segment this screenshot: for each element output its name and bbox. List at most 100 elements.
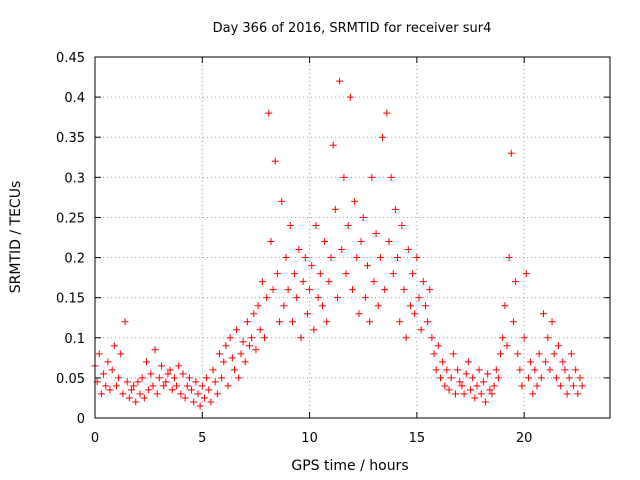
data-point (162, 378, 170, 386)
data-point (177, 390, 185, 398)
data-point (166, 366, 174, 374)
data-point (308, 262, 316, 270)
data-point (301, 254, 309, 262)
x-tick-label: 0 (91, 431, 99, 446)
data-point (529, 390, 537, 398)
data-point (246, 342, 253, 350)
data-point (497, 350, 505, 358)
data-point (198, 382, 206, 390)
data-point (213, 390, 221, 398)
data-point (578, 382, 586, 390)
data-point (185, 374, 193, 382)
data-point (243, 318, 251, 326)
data-point (424, 318, 432, 326)
data-point (464, 358, 472, 366)
data-point (147, 370, 155, 378)
axis-ticks: 0 0.05 0.1 0.15 0.2 0.25 0.3 0.35 0.4 0.45 0 5 10 15 2… (56, 51, 610, 446)
data-point (473, 382, 481, 390)
data-point (134, 378, 142, 386)
plot-frame (94, 56, 611, 419)
data-point (357, 238, 365, 246)
data-point (409, 270, 417, 278)
data-point (559, 358, 567, 366)
data-point (400, 286, 408, 294)
data-point (355, 310, 363, 318)
data-point (188, 386, 196, 394)
data-point (419, 278, 427, 286)
data-point (361, 294, 369, 302)
data-point (278, 197, 286, 205)
data-point (471, 394, 479, 402)
y-tick-label: 0.25 (56, 211, 85, 226)
data-point (291, 270, 299, 278)
data-point (507, 149, 515, 157)
data-point (394, 254, 402, 262)
data-point (158, 362, 166, 370)
data-point (318, 302, 326, 310)
data-point (520, 334, 528, 342)
y-tick-label: 0.15 (56, 292, 85, 307)
data-point (494, 374, 502, 382)
y-tick-label: 0.35 (56, 131, 85, 146)
data-point (443, 366, 451, 374)
data-point (482, 398, 490, 406)
data-point (458, 382, 466, 390)
data-point (499, 334, 507, 342)
data-point (533, 382, 541, 390)
data-point (370, 278, 378, 286)
data-point (276, 318, 284, 326)
data-point (140, 394, 148, 402)
data-point (215, 350, 223, 358)
data-point (241, 358, 249, 366)
data-point (125, 394, 133, 402)
data-point (205, 386, 213, 394)
data-point (492, 366, 500, 374)
data-point (546, 366, 554, 374)
data-point (254, 302, 262, 310)
data-point (381, 286, 389, 294)
data-point (514, 350, 522, 358)
data-point (284, 286, 292, 294)
data-point (576, 374, 584, 382)
data-point (267, 238, 275, 246)
data-point (445, 386, 453, 394)
data-point (149, 382, 157, 390)
data-point (396, 318, 404, 326)
data-point (130, 382, 138, 390)
data-point (342, 270, 350, 278)
data-point (306, 286, 314, 294)
data-point (164, 370, 172, 378)
data-point (561, 366, 569, 374)
data-point (136, 390, 144, 398)
data-point (127, 386, 135, 394)
data-point (447, 374, 455, 382)
data-point (235, 374, 243, 382)
data-point (415, 294, 423, 302)
data-point (160, 382, 168, 390)
data-point (138, 374, 146, 382)
data-point (282, 254, 290, 262)
data-point (349, 286, 356, 294)
data-point (183, 382, 191, 390)
data-point (104, 358, 112, 366)
data-point (106, 386, 114, 394)
data-point (406, 302, 414, 310)
data-point (95, 350, 103, 358)
y-tick-label: 0.2 (64, 252, 85, 267)
data-point (151, 346, 159, 354)
data-point (207, 398, 215, 406)
data-point (295, 246, 303, 254)
data-point (449, 350, 457, 358)
data-point (552, 374, 560, 382)
data-point (336, 77, 344, 85)
data-point (550, 350, 558, 358)
data-point (574, 390, 582, 398)
data-point (411, 310, 419, 318)
data-point (353, 254, 361, 262)
data-point (338, 246, 346, 254)
data-point (239, 338, 247, 346)
data-point (321, 238, 329, 246)
data-point (224, 382, 232, 390)
data-point (190, 398, 198, 406)
data-point (432, 366, 440, 374)
